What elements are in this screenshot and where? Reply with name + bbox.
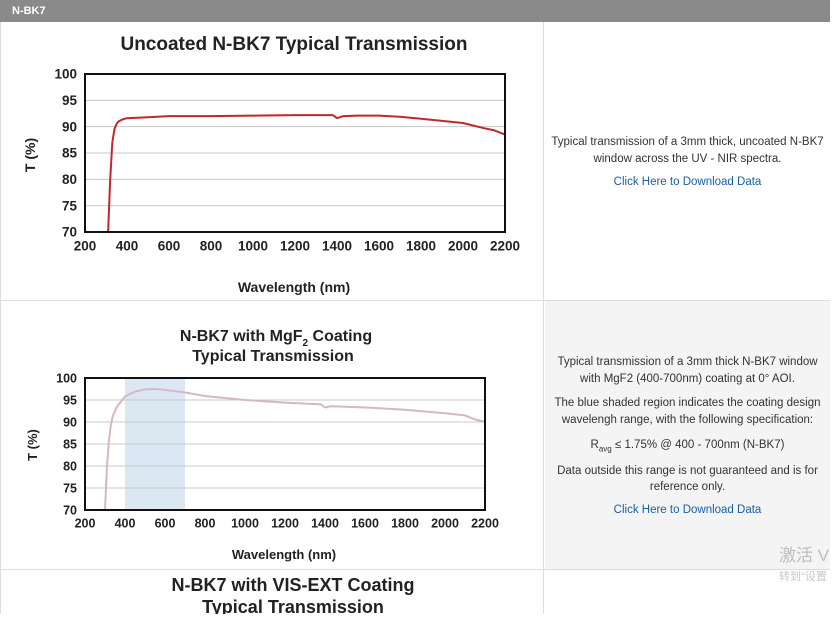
chart-description: Typical transmission of a 3mm thick N-BK… — [557, 356, 818, 385]
x-tick-label: 1400 — [311, 517, 339, 531]
activation-watermark-sub: 转到"设置 — [779, 571, 827, 583]
chart-description: Typical transmission of a 3mm thick, unc… — [551, 136, 824, 165]
y-tick-label: 75 — [63, 481, 77, 495]
x-tick-label: 1600 — [351, 517, 379, 531]
x-tick-label: 600 — [158, 239, 181, 254]
x-axis-label: Wavelength (nm) — [232, 547, 336, 562]
x-tick-label: 400 — [116, 239, 139, 254]
y-axis-label: T (%) — [22, 138, 38, 172]
transmission-chart-uncoated: Uncoated N-BK7 Typical Transmission Wave… — [22, 34, 520, 295]
y-tick-label: 75 — [62, 198, 78, 213]
coating-specification: Ravg ≤ 1.75% @ 400 - 700nm (N-BK7) — [590, 438, 785, 454]
x-tick-label: 1800 — [391, 517, 419, 531]
transmission-series-line — [107, 114, 506, 233]
x-tick-label: 1000 — [231, 517, 259, 531]
x-axis-label: Wavelength (nm) — [238, 279, 350, 295]
plot-frame — [84, 73, 506, 233]
x-tick-label: 1400 — [322, 239, 352, 254]
x-tick-label: 2000 — [448, 239, 478, 254]
y-tick-label: 70 — [63, 503, 77, 517]
y-tick-label: 80 — [63, 459, 77, 473]
x-tick-label: 400 — [115, 517, 136, 531]
y-tick-label: 85 — [63, 437, 77, 451]
transmission-series-line — [104, 388, 486, 511]
chart-row-uncoated: Uncoated N-BK7 Typical Transmission Wave… — [0, 22, 830, 301]
chart-row-vis-ext: N-BK7 with VIS-EXT Coating Typical Trans… — [0, 570, 830, 617]
x-tick-label: 200 — [74, 239, 97, 254]
y-tick-label: 90 — [63, 415, 77, 429]
description-cell: Typical transmission of a 3mm thick, unc… — [545, 22, 830, 300]
y-tick-label: 100 — [54, 67, 77, 82]
x-tick-label: 2000 — [431, 517, 459, 531]
download-data-link[interactable]: Click Here to Download Data — [613, 175, 762, 188]
section-title: N-BK7 — [12, 5, 46, 17]
y-tick-label: 90 — [62, 119, 77, 134]
y-tick-label: 100 — [56, 371, 77, 385]
x-tick-label: 1000 — [238, 239, 268, 254]
x-tick-label: 1200 — [280, 239, 310, 254]
activation-watermark: 激活 V — [779, 546, 830, 565]
transmission-chart-vis-ext: N-BK7 with VIS-EXT Coating Typical Trans… — [172, 575, 415, 617]
x-tick-label: 1800 — [406, 239, 436, 254]
chart-cell: Uncoated N-BK7 Typical Transmission Wave… — [0, 22, 544, 300]
chart-cell: N-BK7 with MgF2 Coating Typical Transmis… — [0, 301, 544, 569]
x-tick-label: 200 — [75, 517, 96, 531]
y-tick-label: 70 — [62, 225, 77, 240]
description-cell: Typical transmission of a 3mm thick N-BK… — [545, 301, 830, 569]
y-tick-label: 80 — [62, 172, 77, 187]
chart-cell: N-BK7 with VIS-EXT Coating Typical Trans… — [0, 570, 544, 617]
reference-note: Data outside this range is not guarantee… — [557, 464, 818, 494]
x-tick-label: 600 — [155, 517, 176, 531]
x-tick-label: 2200 — [471, 517, 499, 531]
section-header: N-BK7 — [0, 0, 830, 22]
chart-title-line1: N-BK7 with VIS-EXT Coating — [172, 575, 415, 595]
coating-band-description: The blue shaded region indicates the coa… — [554, 397, 821, 427]
x-tick-label: 800 — [195, 517, 216, 531]
plot-frame — [84, 377, 486, 511]
chart-title: Uncoated N-BK7 Typical Transmission — [120, 34, 467, 55]
chart-row-mgf2: N-BK7 with MgF2 Coating Typical Transmis… — [0, 301, 830, 570]
x-tick-label: 1200 — [271, 517, 299, 531]
chart-title-line2: Typical Transmission — [202, 597, 384, 614]
chart-title-line2: Typical Transmission — [192, 348, 354, 365]
transmission-chart-mgf2: N-BK7 with MgF2 Coating Typical Transmis… — [25, 328, 499, 562]
x-tick-label: 800 — [200, 239, 223, 254]
y-axis-label: T (%) — [25, 429, 40, 461]
y-tick-label: 95 — [63, 393, 77, 407]
download-data-link[interactable]: Click Here to Download Data — [613, 503, 762, 516]
y-tick-label: 85 — [62, 146, 78, 161]
x-tick-label: 1600 — [364, 239, 394, 254]
chart-title-line1: N-BK7 with MgF2 Coating — [180, 328, 372, 349]
y-tick-label: 95 — [62, 93, 78, 108]
x-tick-label: 2200 — [490, 239, 520, 254]
